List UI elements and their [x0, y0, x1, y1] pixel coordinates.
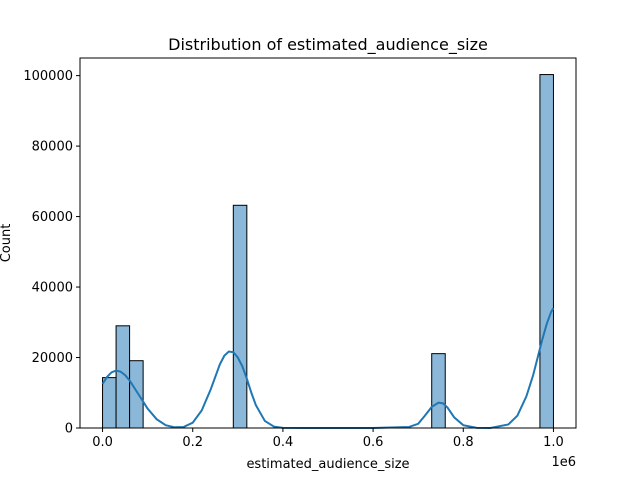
kde-layer [101, 307, 555, 430]
histogram-bar [102, 377, 117, 429]
y-tick-label: 20000 [32, 351, 73, 366]
x-tick-label: 0.6 [363, 435, 384, 450]
x-tick-label: 1.0 [543, 435, 564, 450]
y-tick-label: 80000 [32, 140, 73, 155]
histogram-bar [431, 353, 446, 429]
y-axis-label: Count [0, 224, 14, 263]
x-tick-label: 0.0 [92, 435, 113, 450]
kde-curve [101, 307, 555, 430]
y-axis: 0 20000 40000 60000 80000 100000 [23, 69, 80, 437]
y-tick-label: 100000 [23, 69, 73, 84]
chart-title: Distribution of estimated_audience_size [168, 35, 488, 55]
y-tick-label: 60000 [32, 210, 73, 225]
x-tick-label: 0.4 [273, 435, 294, 450]
histogram-bar [232, 204, 248, 429]
x-tick-label: 0.2 [182, 435, 203, 450]
x-tick-label: 0.8 [453, 435, 474, 450]
histogram-bar [129, 360, 144, 429]
x-axis-multiplier: 1e6 [551, 455, 576, 470]
y-tick-label: 0 [65, 422, 73, 437]
x-axis-label: estimated_audience_size [246, 457, 409, 472]
y-tick-label: 40000 [32, 281, 73, 296]
x-axis: 0.0 0.2 0.4 0.6 0.8 1.0 [92, 428, 564, 450]
histogram-bar [539, 74, 554, 429]
bars-layer [102, 74, 554, 429]
plot-frame [79, 57, 577, 429]
